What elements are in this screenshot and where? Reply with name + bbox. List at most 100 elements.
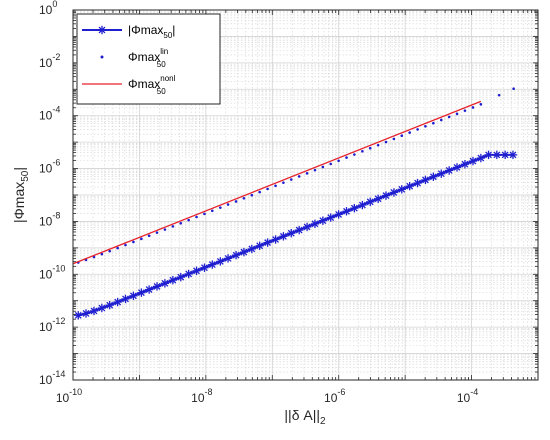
data-point-star xyxy=(152,282,162,291)
data-point-star xyxy=(302,222,312,232)
star-stroke xyxy=(350,204,358,212)
data-point-star xyxy=(200,263,209,272)
star-stroke xyxy=(295,226,303,234)
y-tick-base: 10 xyxy=(39,267,53,281)
data-point-dot xyxy=(210,209,214,213)
x-tick-exponent: -10 xyxy=(69,387,82,397)
data-point-dot xyxy=(171,225,175,228)
star-stroke xyxy=(311,220,319,228)
x-tick-exponent: -4 xyxy=(470,387,478,397)
data-point-star xyxy=(184,269,193,279)
grid xyxy=(72,10,538,381)
star-stroke xyxy=(358,201,366,209)
star-stroke xyxy=(193,267,200,275)
data-point-star xyxy=(350,203,359,213)
star-stroke xyxy=(421,176,429,184)
legend-label: Φmaxnonl 50 xyxy=(128,74,176,96)
star-stroke xyxy=(177,273,185,281)
data-point-dot xyxy=(416,128,419,131)
data-point-dot xyxy=(497,93,501,97)
data-point-star xyxy=(144,285,154,294)
star-stroke xyxy=(114,298,122,306)
star-stroke xyxy=(327,214,335,221)
data-point-star xyxy=(468,156,478,166)
star-stroke xyxy=(208,261,216,269)
data-point-star xyxy=(216,257,225,266)
data-point-dot xyxy=(282,181,285,184)
data-point-dot xyxy=(392,137,396,141)
data-point-dot xyxy=(289,178,293,181)
x-tick-exponent: -8 xyxy=(205,387,213,397)
star-stroke xyxy=(106,301,114,309)
data-point-dot xyxy=(163,228,167,231)
data-point-dot xyxy=(100,252,104,256)
data-point-star xyxy=(255,241,264,250)
star-stroke xyxy=(248,245,256,253)
y-tick-label: 10-14 xyxy=(39,369,65,387)
data-point-dot xyxy=(258,190,261,194)
y-axis-label: |Φmax50| xyxy=(11,167,31,223)
star-stroke xyxy=(335,211,343,218)
data-point-dot xyxy=(337,159,340,163)
data-point-dot xyxy=(424,124,427,128)
data-point-star xyxy=(208,260,217,269)
star-stroke xyxy=(469,157,477,165)
series-1 xyxy=(74,150,518,320)
x-tick-label: 10-10 xyxy=(56,387,82,405)
data-point-star xyxy=(484,150,493,160)
data-point-star xyxy=(397,185,406,194)
star-stroke xyxy=(501,151,509,159)
y-axis-label-end: | xyxy=(11,167,27,171)
data-point-dot xyxy=(313,168,317,172)
star-stroke xyxy=(145,286,153,294)
data-point-star xyxy=(271,235,280,244)
legend-label-sub: 50 xyxy=(157,87,166,96)
data-point-dot xyxy=(368,146,372,150)
y-tick-label: 10-6 xyxy=(39,158,60,176)
star-stroke xyxy=(477,154,485,162)
star-stroke xyxy=(398,185,406,193)
data-point-star xyxy=(334,210,343,219)
data-point-star xyxy=(263,238,272,247)
data-point-star xyxy=(366,197,375,207)
y-tick-base: 10 xyxy=(39,214,53,228)
legend-label-main: |Φmax xyxy=(128,23,163,37)
data-point-star xyxy=(74,311,83,320)
x-tick-base: 10 xyxy=(457,391,471,405)
data-point-dot xyxy=(455,112,459,116)
series-3 xyxy=(72,100,482,265)
star-stroke xyxy=(74,311,82,319)
data-point-star xyxy=(373,194,383,203)
star-stroke xyxy=(390,189,398,196)
x-tick-label: 10-6 xyxy=(324,387,345,405)
star-stroke xyxy=(374,195,382,203)
star-stroke xyxy=(429,173,437,181)
x-tick-label: 10-8 xyxy=(191,387,212,405)
data-point-dot xyxy=(353,153,356,156)
y-tick-exponent: -14 xyxy=(52,369,65,379)
legend-label-end: | xyxy=(172,23,175,37)
legend-item-1: |Φmax50| xyxy=(82,23,175,40)
data-point-star xyxy=(381,191,391,200)
data-point-dot xyxy=(345,156,348,159)
data-point-star xyxy=(81,309,91,318)
data-point-star xyxy=(342,207,351,216)
data-point-dot xyxy=(203,212,206,216)
star-stroke xyxy=(185,270,193,278)
data-point-star xyxy=(460,160,470,169)
data-point-star xyxy=(231,250,241,260)
data-point-star xyxy=(310,219,320,229)
data-point-star xyxy=(137,288,146,297)
star-stroke xyxy=(129,292,137,300)
x-axis-label-main: ||δ A|| xyxy=(284,407,320,423)
star-stroke xyxy=(256,242,264,250)
star-stroke xyxy=(224,254,232,262)
star-stroke xyxy=(445,167,453,174)
tick-labels: 10-10 10-8 10-6 10-410010-210-410-610-810-1… xyxy=(39,0,478,405)
data-point-dot xyxy=(155,231,159,234)
data-point-dot xyxy=(132,240,135,244)
legend-label-main: Φmax xyxy=(128,50,160,64)
data-point-dot xyxy=(376,143,380,147)
